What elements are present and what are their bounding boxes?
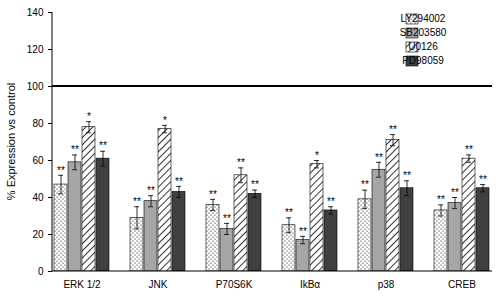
svg-text:**: ** — [437, 194, 445, 205]
svg-text:**: ** — [465, 144, 473, 155]
svg-text:**: ** — [361, 179, 369, 190]
svg-text:*: * — [87, 111, 91, 122]
svg-text:*: * — [163, 115, 167, 126]
svg-text:JNK: JNK — [149, 279, 168, 290]
svg-text:IkBα: IkBα — [300, 279, 320, 290]
svg-text:**: ** — [251, 179, 259, 190]
svg-text:P70S6K: P70S6K — [216, 279, 253, 290]
svg-text:p38: p38 — [378, 279, 395, 290]
svg-text:40: 40 — [32, 192, 44, 203]
svg-text:U0126: U0126 — [408, 41, 438, 52]
svg-text:SB203580: SB203580 — [400, 27, 447, 38]
svg-text:**: ** — [327, 196, 335, 207]
svg-text:**: ** — [403, 170, 411, 181]
svg-text:60: 60 — [32, 155, 44, 166]
svg-text:**: ** — [71, 144, 79, 155]
svg-text:80: 80 — [32, 118, 44, 129]
svg-text:**: ** — [57, 165, 65, 176]
svg-text:**: ** — [389, 124, 397, 135]
svg-text:**: ** — [133, 196, 141, 207]
svg-text:CREB: CREB — [448, 279, 476, 290]
svg-text:**: ** — [299, 226, 307, 237]
svg-text:**: ** — [147, 185, 155, 196]
svg-text:0: 0 — [38, 266, 44, 277]
svg-text:**: ** — [209, 189, 217, 200]
svg-text:120: 120 — [27, 44, 44, 55]
svg-text:*: * — [315, 150, 319, 161]
svg-text:**: ** — [237, 157, 245, 168]
svg-text:**: ** — [451, 187, 459, 198]
svg-text:100: 100 — [27, 81, 44, 92]
svg-text:**: ** — [375, 152, 383, 163]
svg-text:140: 140 — [27, 7, 44, 18]
svg-text:**: ** — [223, 213, 231, 224]
svg-text:20: 20 — [32, 229, 44, 240]
svg-text:**: ** — [175, 176, 183, 187]
svg-text:LY294002: LY294002 — [401, 13, 446, 24]
svg-text:**: ** — [479, 174, 487, 185]
svg-text:**: ** — [285, 207, 293, 218]
svg-text:% Expression vs control: % Expression vs control — [5, 83, 17, 200]
svg-text:**: ** — [99, 140, 107, 151]
svg-text:ERK 1/2: ERK 1/2 — [63, 279, 101, 290]
svg-text:PD98059: PD98059 — [402, 55, 444, 66]
